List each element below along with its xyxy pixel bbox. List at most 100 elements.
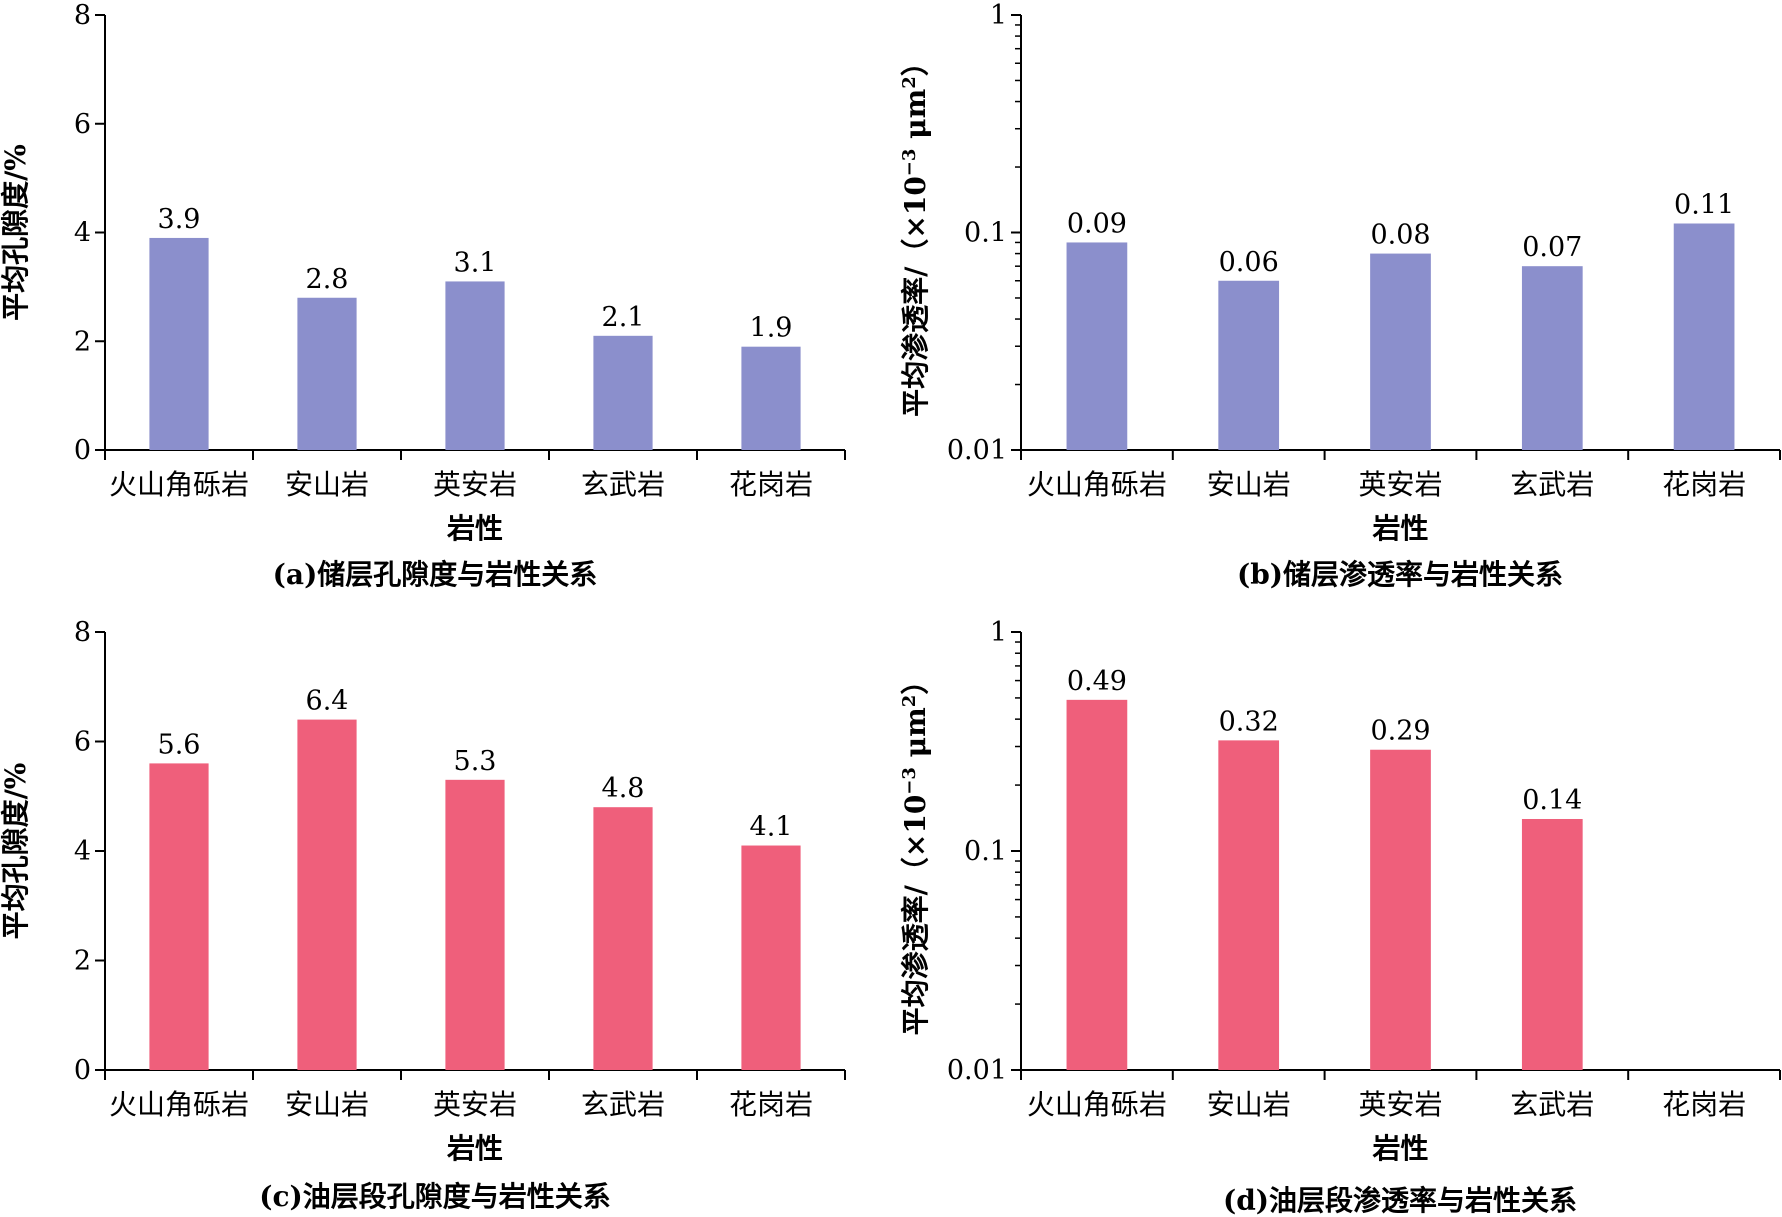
y-tick-label: 1	[990, 0, 1007, 31]
x-axis-label: 岩性	[1371, 512, 1428, 545]
x-category-label: 花岗岩	[729, 1088, 813, 1121]
chart-caption: (c)油层段孔隙度与岩性关系	[259, 1180, 611, 1213]
data-label: 4.1	[750, 812, 793, 843]
chart-d: 0.01 0.1 1 0.49 火山角砾岩 0.32 安山岩 0.29 英安岩 0.14 玄武岩 花岗…	[899, 617, 1781, 1217]
y-axis-label-part: ）	[899, 667, 932, 695]
y-tick-label: 0.1	[964, 218, 1007, 249]
bar	[297, 297, 357, 450]
y-axis-label-superscript: −3	[899, 767, 920, 795]
y-tick-label: 4	[74, 218, 91, 249]
y-axis-label: 平均孔隙度/%	[0, 763, 32, 940]
x-category-label: 花岗岩	[1662, 1088, 1746, 1121]
y-axis-label-part: μm	[899, 89, 932, 149]
y-axis-label-superscript: 2	[899, 695, 920, 708]
y-axis-label-part: 平均渗透率/（×10	[899, 795, 932, 1036]
y-tick-label: 8	[74, 0, 91, 31]
y-tick-label: 0.1	[964, 836, 1007, 867]
x-category-label: 英安岩	[1358, 468, 1442, 501]
bar	[1218, 740, 1280, 1070]
bar	[149, 763, 209, 1070]
y-tick-label: 0	[74, 435, 91, 466]
data-label: 2.8	[306, 264, 349, 295]
x-category-label: 安山岩	[1207, 468, 1291, 501]
y-tick-label: 0	[74, 1055, 91, 1086]
y-axis-label: 平均孔隙度/%	[0, 144, 32, 321]
data-label: 3.9	[158, 204, 201, 235]
bar	[1218, 280, 1280, 450]
y-tick-label: 4	[74, 836, 91, 867]
x-category-label: 花岗岩	[1662, 468, 1746, 501]
bar	[741, 346, 801, 450]
bar	[1521, 818, 1583, 1070]
x-category-label: 英安岩	[1358, 1088, 1442, 1121]
bar	[297, 719, 357, 1070]
bar	[1521, 266, 1583, 450]
data-label: 3.1	[454, 247, 497, 278]
chart-caption: (b)储层渗透率与岩性关系	[1237, 558, 1563, 591]
bar	[593, 807, 653, 1070]
x-category-label: 安山岩	[285, 468, 369, 501]
x-category-label: 英安岩	[433, 1088, 517, 1121]
x-category-label: 英安岩	[433, 468, 517, 501]
x-category-label: 火山角砾岩	[109, 1088, 249, 1121]
bar	[1066, 242, 1128, 450]
bar	[1673, 223, 1735, 450]
data-label: 0.09	[1067, 208, 1127, 239]
x-category-label: 火山角砾岩	[1027, 1088, 1167, 1121]
x-category-label: 玄武岩	[581, 468, 665, 501]
bar	[445, 779, 505, 1070]
data-label: 0.11	[1674, 189, 1734, 220]
y-tick-label: 6	[74, 109, 91, 140]
data-label: 4.8	[602, 773, 645, 804]
bar	[741, 845, 801, 1070]
x-axis-label: 岩性	[446, 1132, 503, 1165]
x-category-label: 玄武岩	[581, 1088, 665, 1121]
bar	[445, 281, 505, 450]
y-tick-label: 1	[990, 617, 1007, 648]
x-category-label: 火山角砾岩	[1027, 468, 1167, 501]
bar	[1370, 749, 1431, 1070]
data-label: 0.29	[1370, 716, 1430, 747]
x-category-label: 花岗岩	[729, 468, 813, 501]
data-label: 0.08	[1370, 220, 1430, 251]
y-tick-label: 6	[74, 727, 91, 758]
y-axis-label-part: ）	[899, 48, 932, 76]
x-axis-label: 岩性	[1371, 1132, 1428, 1165]
data-label: 0.32	[1219, 706, 1279, 737]
data-label: 5.3	[454, 746, 497, 777]
data-label: 5.6	[158, 729, 201, 760]
x-category-label: 火山角砾岩	[109, 468, 249, 501]
chart-caption: (d)油层段渗透率与岩性关系	[1223, 1184, 1577, 1217]
bar	[593, 335, 653, 450]
data-label: 6.4	[306, 686, 349, 717]
x-axis-label: 岩性	[446, 512, 503, 545]
y-tick-label: 0.01	[947, 1055, 1007, 1086]
bar	[1066, 699, 1128, 1070]
y-axis-label-part: 平均渗透率/（×10	[899, 176, 932, 417]
data-label: 2.1	[602, 302, 645, 333]
y-tick-label: 8	[74, 617, 91, 648]
y-tick-label: 2	[74, 326, 91, 357]
data-label: 0.49	[1067, 666, 1127, 697]
bar	[1370, 253, 1431, 450]
data-label: 0.07	[1522, 232, 1582, 263]
data-label: 0.06	[1219, 247, 1279, 278]
x-category-label: 安山岩	[1207, 1088, 1291, 1121]
bar	[149, 237, 209, 450]
chart-b: 0.010.110.09火山角砾岩0.06安山岩0.08英安岩0.07玄武岩0.…	[899, 0, 1781, 591]
y-tick-label: 0.01	[947, 435, 1007, 466]
x-category-label: 玄武岩	[1510, 1088, 1594, 1121]
x-category-label: 玄武岩	[1510, 468, 1594, 501]
x-category-label: 安山岩	[285, 1088, 369, 1121]
chart-caption: (a)储层孔隙度与岩性关系	[273, 558, 598, 591]
data-label: 0.14	[1522, 785, 1582, 816]
y-axis-label-part: μm	[899, 707, 932, 767]
y-axis-label: 平均渗透率/（×10−3 μm2）	[899, 48, 933, 417]
y-axis-label-superscript: −3	[899, 149, 920, 177]
data-label: 1.9	[750, 313, 793, 344]
y-axis-label-superscript: 2	[899, 76, 920, 89]
y-axis-label: 平均渗透率/（×10−3 μm2）	[899, 667, 933, 1036]
